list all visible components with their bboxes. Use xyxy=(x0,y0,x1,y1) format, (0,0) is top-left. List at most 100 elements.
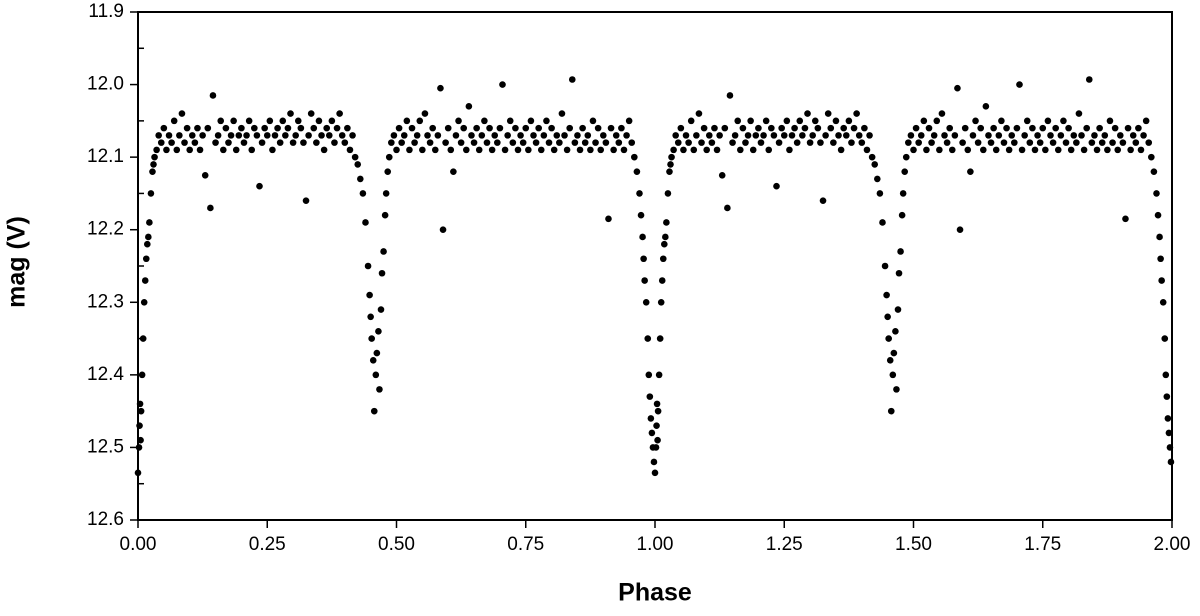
data-point xyxy=(956,226,964,234)
data-point xyxy=(985,132,992,139)
data-point xyxy=(592,139,599,146)
data-point xyxy=(153,146,160,154)
data-point xyxy=(747,117,754,125)
x-tick-label: 1.00 xyxy=(637,534,674,555)
data-point xyxy=(344,124,351,132)
data-point xyxy=(261,124,268,132)
data-point xyxy=(883,291,890,299)
data-point xyxy=(315,117,323,125)
data-point xyxy=(1044,117,1052,125)
data-point xyxy=(382,190,390,197)
data-point xyxy=(248,146,256,154)
data-point xyxy=(269,146,276,154)
data-point xyxy=(279,117,287,125)
data-point xyxy=(752,132,760,139)
data-point xyxy=(941,132,948,139)
data-point xyxy=(333,124,341,132)
data-point xyxy=(992,146,1000,154)
data-point xyxy=(760,132,767,139)
data-point xyxy=(176,132,183,139)
data-point xyxy=(618,124,625,132)
data-point xyxy=(842,132,850,139)
data-point xyxy=(1003,124,1010,132)
data-point xyxy=(912,124,920,132)
x-tick-label: 0.50 xyxy=(378,534,415,555)
data-point xyxy=(408,124,416,132)
data-point xyxy=(811,117,819,125)
data-point xyxy=(1119,139,1127,146)
data-point xyxy=(885,335,892,342)
plot-frame xyxy=(137,11,1173,521)
data-point xyxy=(413,132,421,139)
data-point xyxy=(1163,393,1171,400)
data-point xyxy=(1080,146,1088,154)
data-point xyxy=(462,146,470,154)
data-point xyxy=(527,117,535,125)
data-point xyxy=(194,124,201,132)
data-point xyxy=(915,139,922,146)
data-point xyxy=(455,117,462,125)
data-point xyxy=(1165,429,1173,437)
data-point xyxy=(302,197,310,204)
data-point xyxy=(561,132,568,139)
data-point xyxy=(354,161,362,168)
data-point xyxy=(160,124,168,132)
data-point xyxy=(548,124,555,132)
data-point xyxy=(429,124,436,132)
data-point xyxy=(1075,110,1083,117)
data-point xyxy=(1153,190,1160,197)
data-point xyxy=(1070,132,1078,139)
data-point xyxy=(452,132,460,139)
data-point xyxy=(1137,146,1145,154)
data-point xyxy=(775,139,783,146)
data-point xyxy=(243,132,250,139)
data-point xyxy=(928,139,935,146)
data-point xyxy=(370,407,378,415)
data-point xyxy=(711,124,718,132)
data-point xyxy=(641,277,648,284)
data-point xyxy=(235,132,243,139)
data-point xyxy=(895,269,903,277)
data-point xyxy=(602,139,610,146)
data-point xyxy=(1000,139,1008,146)
data-point xyxy=(946,124,953,132)
data-point xyxy=(431,146,439,154)
data-point xyxy=(1057,132,1065,139)
data-point xyxy=(633,168,641,175)
data-point xyxy=(910,146,917,154)
data-point xyxy=(1162,371,1170,379)
data-point xyxy=(765,146,773,154)
data-point xyxy=(654,436,661,444)
data-point xyxy=(620,146,628,154)
data-point xyxy=(274,124,281,132)
data-point xyxy=(318,132,325,139)
data-point xyxy=(631,153,638,161)
data-point xyxy=(540,132,548,139)
data-point xyxy=(204,124,212,132)
data-point xyxy=(648,429,656,437)
data-point xyxy=(1145,139,1153,146)
data-point xyxy=(951,132,959,139)
data-point xyxy=(377,306,385,313)
data-point xyxy=(568,76,576,83)
data-point xyxy=(135,444,143,451)
data-point xyxy=(1047,132,1054,139)
data-point xyxy=(670,146,677,154)
data-point xyxy=(579,124,586,132)
data-point xyxy=(889,371,897,379)
data-point xyxy=(385,153,393,161)
data-point xyxy=(879,219,886,226)
data-point xyxy=(886,357,894,364)
data-point xyxy=(289,139,297,146)
data-point xyxy=(804,110,811,117)
data-point xyxy=(1127,146,1134,154)
data-point xyxy=(987,139,995,146)
data-point xyxy=(362,219,369,226)
data-point xyxy=(680,146,687,154)
data-point xyxy=(623,132,630,139)
data-point xyxy=(780,132,788,139)
data-point xyxy=(220,146,227,154)
data-point xyxy=(734,117,742,125)
data-point xyxy=(136,400,144,408)
data-point xyxy=(876,190,884,197)
